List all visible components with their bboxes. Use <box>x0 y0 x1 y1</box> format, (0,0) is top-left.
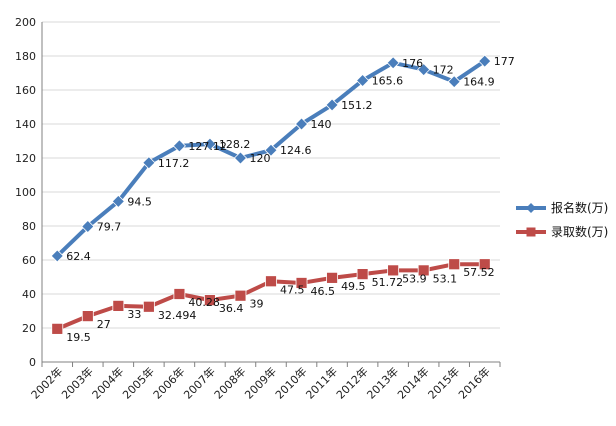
x-tick-label: 2003年 <box>58 364 95 401</box>
data-label-admissions: 27 <box>97 318 111 331</box>
legend-marker-square <box>526 227 536 237</box>
y-tick-label: 80 <box>22 220 36 233</box>
data-point-square <box>234 289 247 302</box>
y-tick-label: 140 <box>15 118 36 131</box>
data-label-applicants: 94.5 <box>127 195 152 208</box>
x-tick-label: 2007年 <box>181 364 218 401</box>
y-tick-label: 20 <box>22 322 36 335</box>
data-point-square <box>356 268 369 281</box>
data-label-applicants: 176 <box>402 57 423 70</box>
data-point-diamond <box>478 54 492 68</box>
data-label-admissions: 49.5 <box>341 280 366 293</box>
data-label-admissions: 40.28 <box>188 296 220 309</box>
data-point-square <box>326 271 338 284</box>
y-tick-label: 200 <box>15 16 36 29</box>
data-point-diamond <box>325 98 339 112</box>
x-tick-label: 2014年 <box>394 364 431 401</box>
x-tick-label: 2005年 <box>120 364 157 401</box>
data-point-square <box>204 294 216 307</box>
x-tick-label: 2013年 <box>364 364 401 401</box>
data-label-applicants: 172 <box>433 64 454 77</box>
data-label-applicants: 120 <box>249 152 270 165</box>
data-point-diamond <box>417 63 431 77</box>
x-tick-label: 2012年 <box>333 364 370 401</box>
data-label-applicants: 140 <box>311 118 332 131</box>
y-tick-label: 120 <box>15 152 36 165</box>
data-label-applicants: 165.6 <box>372 74 404 87</box>
data-point-square <box>417 264 430 277</box>
data-label-admissions: 39 <box>249 298 263 311</box>
y-tick-label: 60 <box>22 254 36 267</box>
data-label-admissions: 47.5 <box>280 283 305 296</box>
data-point-diamond <box>386 56 400 70</box>
y-tick-label: 40 <box>22 288 36 301</box>
data-point-square <box>387 264 400 277</box>
data-label-admissions: 19.5 <box>66 331 91 344</box>
legend: 报名数(万) 录取数(万) <box>516 200 608 239</box>
data-point-square <box>265 275 277 288</box>
data-point-diamond <box>447 75 461 89</box>
data-point-square <box>295 277 308 289</box>
x-tick-label: 2015年 <box>425 364 462 401</box>
data-point-diamond <box>172 139 186 153</box>
data-label-applicants: 128.2 <box>219 138 251 151</box>
x-tick-label: 2011年 <box>303 364 340 401</box>
data-label-admissions: 32.494 <box>158 309 197 322</box>
data-label-applicants: 79.7 <box>97 221 122 234</box>
data-label-applicants: 151.2 <box>341 99 373 112</box>
y-tick-label: 100 <box>15 186 36 199</box>
data-point-diamond <box>142 156 156 170</box>
data-point-square <box>173 288 186 300</box>
data-label-admissions: 53.9 <box>402 272 427 285</box>
data-point-diamond <box>111 194 125 208</box>
data-label-admissions: 33 <box>127 308 141 321</box>
data-point-diamond <box>81 219 95 234</box>
data-label-admissions: 36.4 <box>219 302 244 315</box>
data-point-diamond <box>294 117 309 131</box>
data-point-diamond <box>233 151 248 165</box>
data-label-applicants: 124.6 <box>280 144 312 157</box>
data-label-admissions: 46.5 <box>311 285 336 298</box>
data-point-square <box>448 258 461 271</box>
data-point-square <box>81 310 94 323</box>
data-point-square <box>51 322 64 335</box>
data-label-applicants: 127.12 <box>188 140 227 153</box>
x-tick-label: 2006年 <box>150 364 187 401</box>
data-point-diamond <box>356 73 370 88</box>
data-label-admissions: 53.1 <box>433 272 458 285</box>
x-tick-label: 2009年 <box>242 364 279 401</box>
data-label-admissions: 57.52 <box>463 266 495 279</box>
data-label-admissions: 51.72 <box>372 276 404 289</box>
data-label-applicants: 117.2 <box>158 157 190 170</box>
data-label-applicants: 177 <box>494 55 515 68</box>
y-tick-label: 160 <box>15 84 36 97</box>
series <box>50 54 492 335</box>
y-tick-label: 0 <box>29 356 36 369</box>
x-tick-label: 2004年 <box>89 364 126 401</box>
legend-label: 录取数(万) <box>551 224 608 239</box>
data-point-square <box>478 258 491 271</box>
data-label-applicants: 62.4 <box>66 250 91 263</box>
legend-marker-diamond <box>526 203 536 213</box>
data-point-diamond <box>50 249 64 263</box>
x-tick-label: 2008年 <box>211 364 248 401</box>
data-point-square <box>112 299 125 312</box>
gridlines <box>42 21 500 329</box>
x-tick-label: 2002年 <box>28 364 65 401</box>
x-tick-label: 2016年 <box>455 364 492 401</box>
x-tick-label: 2010年 <box>272 364 309 401</box>
y-tick-label: 180 <box>15 50 36 63</box>
data-point-diamond <box>264 143 278 157</box>
data-point-square <box>142 300 155 313</box>
data-label-applicants: 164.9 <box>463 76 495 89</box>
legend-label: 报名数(万) <box>551 200 608 215</box>
data-point-diamond <box>203 137 217 151</box>
